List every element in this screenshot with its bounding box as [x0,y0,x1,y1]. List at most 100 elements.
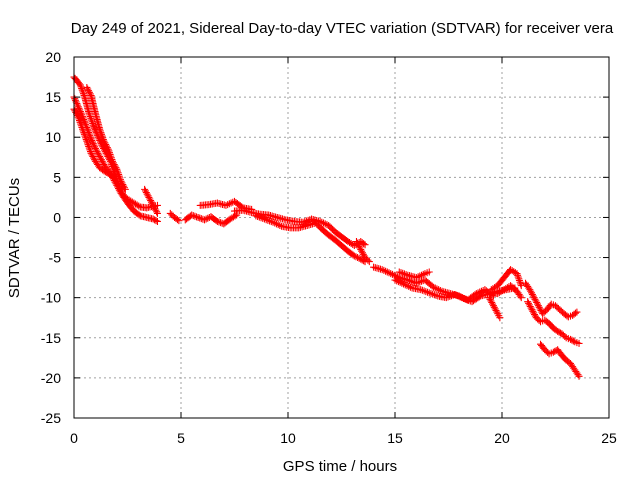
data-point-interp [107,154,115,162]
data-point [113,181,121,189]
data-point [417,286,425,294]
data-point-interp [90,124,98,132]
data-point-interp [516,292,524,300]
data-point-interp [75,115,83,123]
data-point-interp [431,284,439,292]
data-point-interp [356,244,364,252]
data-point-interp [80,116,88,124]
data-point [350,252,358,260]
data-point-interp [76,106,84,114]
data-point [378,266,386,274]
data-point [85,109,93,117]
y-tick-label: 20 [45,49,61,65]
data-point-interp [476,288,484,296]
data-point [534,302,542,310]
data-point-interp [87,114,95,122]
data-point-interp [561,332,569,340]
data-point [117,177,125,185]
data-point-interp [398,279,406,287]
series-seg-j [252,212,369,266]
data-point [188,211,196,219]
data-point-interp [74,101,82,109]
data-point-interp [147,197,155,205]
data-point [430,283,438,291]
data-point [357,246,365,254]
data-point [175,217,183,225]
data-point-interp [224,201,232,209]
series-seg-f [166,209,183,225]
data-point [573,308,581,316]
x-axis-label: GPS time / hours [283,458,397,475]
data-point-interp [254,212,262,220]
data-point-interp [454,292,462,300]
data-point-interp [148,200,156,208]
data-point [269,218,277,226]
data-point-interp [364,256,372,264]
data-point-interp [95,151,103,159]
data-point-interp [146,195,154,203]
data-point [260,215,268,223]
data-point-interp [106,150,114,158]
data-point [100,137,108,145]
data-point-interp [420,287,428,295]
data-point-interp [92,146,100,154]
data-point-interp [87,148,95,156]
data-point-interp [98,157,106,165]
data-point-interp [514,273,522,281]
data-point [575,339,583,347]
data-point-interp [419,270,427,278]
data-point [79,125,87,133]
data-point-interp [115,172,123,180]
x-tick-label: 25 [601,430,617,446]
data-point-interp [528,290,536,298]
data-point-interp [530,309,538,317]
data-point-interp [516,278,524,286]
data-point [528,306,536,314]
data-point-interp [78,86,86,94]
x-tick-label: 10 [280,430,296,446]
data-point-interp [532,297,540,305]
data-point-interp [105,149,113,157]
y-tick-label: -15 [41,330,61,346]
data-point-interp [142,189,150,197]
data-point-interp [318,218,326,226]
y-tick-label: 10 [45,129,61,145]
data-point-interp [358,247,366,255]
data-point-interp [93,148,101,156]
data-point-interp [88,118,96,126]
data-point-interp [402,271,410,279]
series-seg-g [181,211,241,228]
data-point-interp [189,212,197,220]
series-seg-l [370,263,497,304]
data-point [526,286,534,294]
series-seg-s [524,298,583,347]
data-point-interp [527,304,535,312]
data-point [524,298,532,306]
data-point-interp [120,182,128,190]
data-point-interp [463,296,471,304]
data-point-interp [531,295,539,303]
data-point-interp [393,277,401,285]
data-point [365,258,373,266]
data-point-interp [525,299,533,307]
data-point-interp [405,282,413,290]
data-point-interp [121,184,129,192]
data-point-interp [118,179,126,187]
data-point-interp [517,280,525,288]
data-point [145,193,153,201]
data-point [451,290,459,298]
data-point [109,173,117,181]
data-point [113,165,121,173]
data-point [352,238,360,246]
data-point-interp [73,100,81,108]
data-point-interp [302,217,310,225]
data-point-interp [515,276,523,284]
data-point-interp [84,85,92,93]
data-point-interp [515,275,523,283]
data-point-interp [98,130,106,138]
data-point-interp [111,162,119,170]
data-point-interp [85,144,93,152]
plot-frame [73,56,610,419]
data-point-interp [514,271,522,279]
data-point-interp [71,96,79,104]
